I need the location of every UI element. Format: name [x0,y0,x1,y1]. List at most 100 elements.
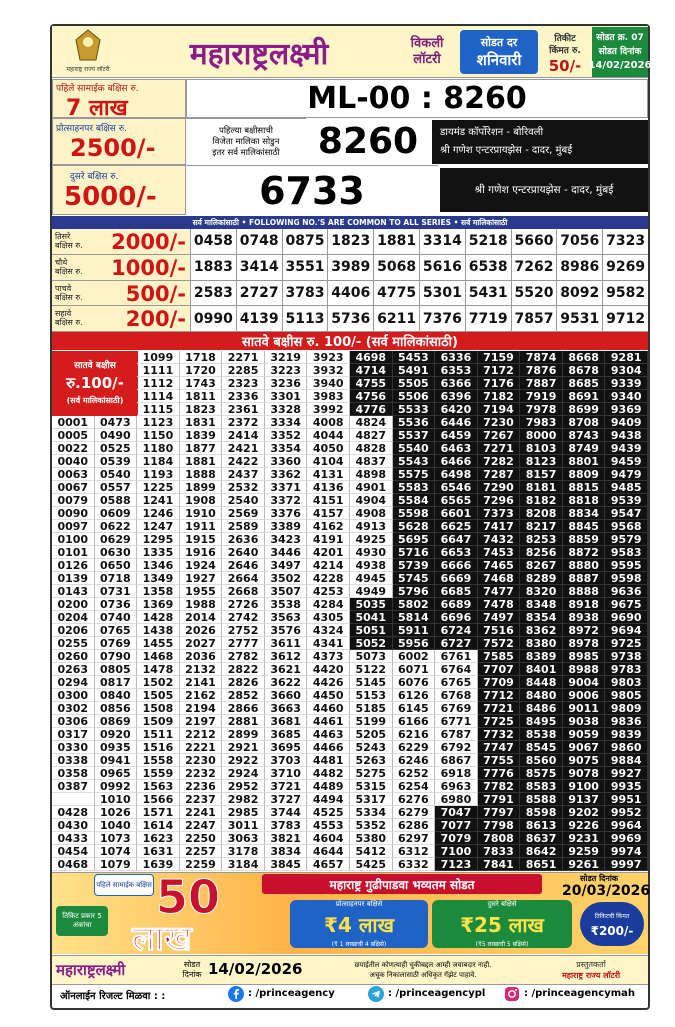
draw-number: 5205 [350,728,393,741]
draw-number: 4460 [307,702,350,715]
ad-second-label: दुसरे बक्षिसे [487,899,517,908]
draw-number: 5537 [392,429,436,442]
draw-number: 1438 [137,624,180,637]
draw-number: 8495 [520,715,563,728]
draw-number: 8217 [520,520,563,533]
draw-number: 4938 [350,559,393,572]
draw-number: 1455 [137,637,180,650]
draw-number: 2212 [179,728,223,741]
draw-number: 9884 [605,754,648,767]
draw-number: 9803 [605,676,648,689]
ad-price: तिकिटची किंमत ₹200/- [580,902,644,946]
note-line: विजेता मालिका सोडुन [212,136,280,147]
draw-number: 8253 [520,533,563,546]
draw-number: 8181 [520,481,563,494]
draw-number: 2197 [179,715,223,728]
draw-number: 5352 [350,819,393,832]
draw-number: 1369 [137,598,180,611]
draw-number: 1241 [137,494,180,507]
draw-number: 3354 [264,442,308,455]
draw-number: 6689 [435,598,478,611]
prize-number: 2583 [190,280,236,307]
draw-number: 7465 [477,559,521,572]
draw-number: 9969 [605,832,648,845]
draw-number: 8708 [562,416,606,429]
draw-number: 2726 [222,598,265,611]
draw-number: 0965 [94,767,138,780]
ad-consolation: प्रोत्साहनपर बक्षिसे ₹4 लाख (₹ 1 लाखाची 4 … [290,900,428,948]
draw-number: 7791 [477,793,521,806]
prize-number: 7719 [464,306,511,332]
draw-number: 0736 [94,598,138,611]
draw-number: 1180 [137,442,180,455]
second-prize-label: दुसरे बक्षिस रु. [70,172,119,182]
prize-number: 5218 [464,229,511,255]
draw-number: 8182 [520,494,563,507]
prize-label: बक्षिस रु. [55,318,83,328]
draw-number: 7776 [477,767,521,780]
draw-number: 6771 [435,715,478,728]
draw-number: 3389 [264,520,308,533]
draw-number: 4756 [350,390,393,403]
telegram-link[interactable]: : /princeagencypl [388,988,486,999]
prize-label: चौथे [55,257,68,267]
draw-number: 5491 [392,364,436,377]
draw-number: 1743 [179,377,223,390]
draw-number: 6963 [435,780,478,793]
prize-label: बक्षिस रु. [55,241,83,250]
draw-number: 6685 [435,585,478,598]
draw-number: 3011 [222,819,265,832]
instagram-link[interactable]: : /princeagencymah [524,988,636,999]
draw-number: 8320 [520,585,563,598]
draw-number: 7453 [477,546,521,559]
draw-number: 9809 [605,702,648,715]
draw-number: 8749 [562,442,606,455]
draw-number: 2241 [179,806,223,819]
draw-number: 9339 [605,377,648,390]
draw-number: 2361 [222,403,265,416]
draw-number: 1150 [137,429,180,442]
draw-number: 4755 [350,377,393,390]
draw-number: 9281 [605,351,648,364]
draw-number: 6647 [435,533,478,546]
draw-number: 7833 [477,845,521,858]
price-label: तिकीट [554,33,576,44]
draw-number: 0100 [52,533,95,546]
prize-number: 9582 [602,280,648,307]
draw-number: 0294 [52,676,95,689]
draw-number: 4162 [307,520,350,533]
draw-number: 8348 [520,598,563,611]
prize-number: 9712 [602,306,648,332]
draw-day: शनिवारी [476,50,522,69]
draw-number: 3783 [264,819,308,832]
draw-number: 4284 [307,598,350,611]
draw-number: 1558 [137,754,180,767]
draw-number: 0856 [94,702,138,715]
draw-number: 7290 [477,481,521,494]
seller: श्री गणेश एन्टरप्रायझेस - दादर, मुंबई [440,145,573,156]
draw-number: 5536 [392,416,436,429]
draw-number: 5739 [392,559,436,572]
draw-number: 3940 [307,377,350,390]
draw-number: 7808 [477,832,521,845]
draw-number: 2285 [222,364,265,377]
logo-caption: महाराष्ट्र राज्य लॉटरी [66,66,110,73]
draw-number: 3695 [264,741,308,754]
draw-number: 5802 [392,598,436,611]
draw-number: 5185 [350,702,393,715]
draw-number: 9568 [605,520,648,533]
draw-number: 1877 [179,442,223,455]
facebook-link[interactable]: : /princeagency [248,988,335,999]
consolation-amount: 2500/- [70,134,156,162]
draw-number: 4898 [350,468,393,481]
draw-number: 2924 [222,767,265,780]
draw-number: 6252 [392,767,436,780]
draw-number: 3219 [264,351,308,364]
draw-number: 6653 [435,546,478,559]
draw-number: 8289 [520,572,563,585]
draw-number: 3328 [264,403,308,416]
draw-number: 7287 [477,468,521,481]
draw-number: 6765 [435,676,478,689]
draw-number: 3371 [264,481,308,494]
